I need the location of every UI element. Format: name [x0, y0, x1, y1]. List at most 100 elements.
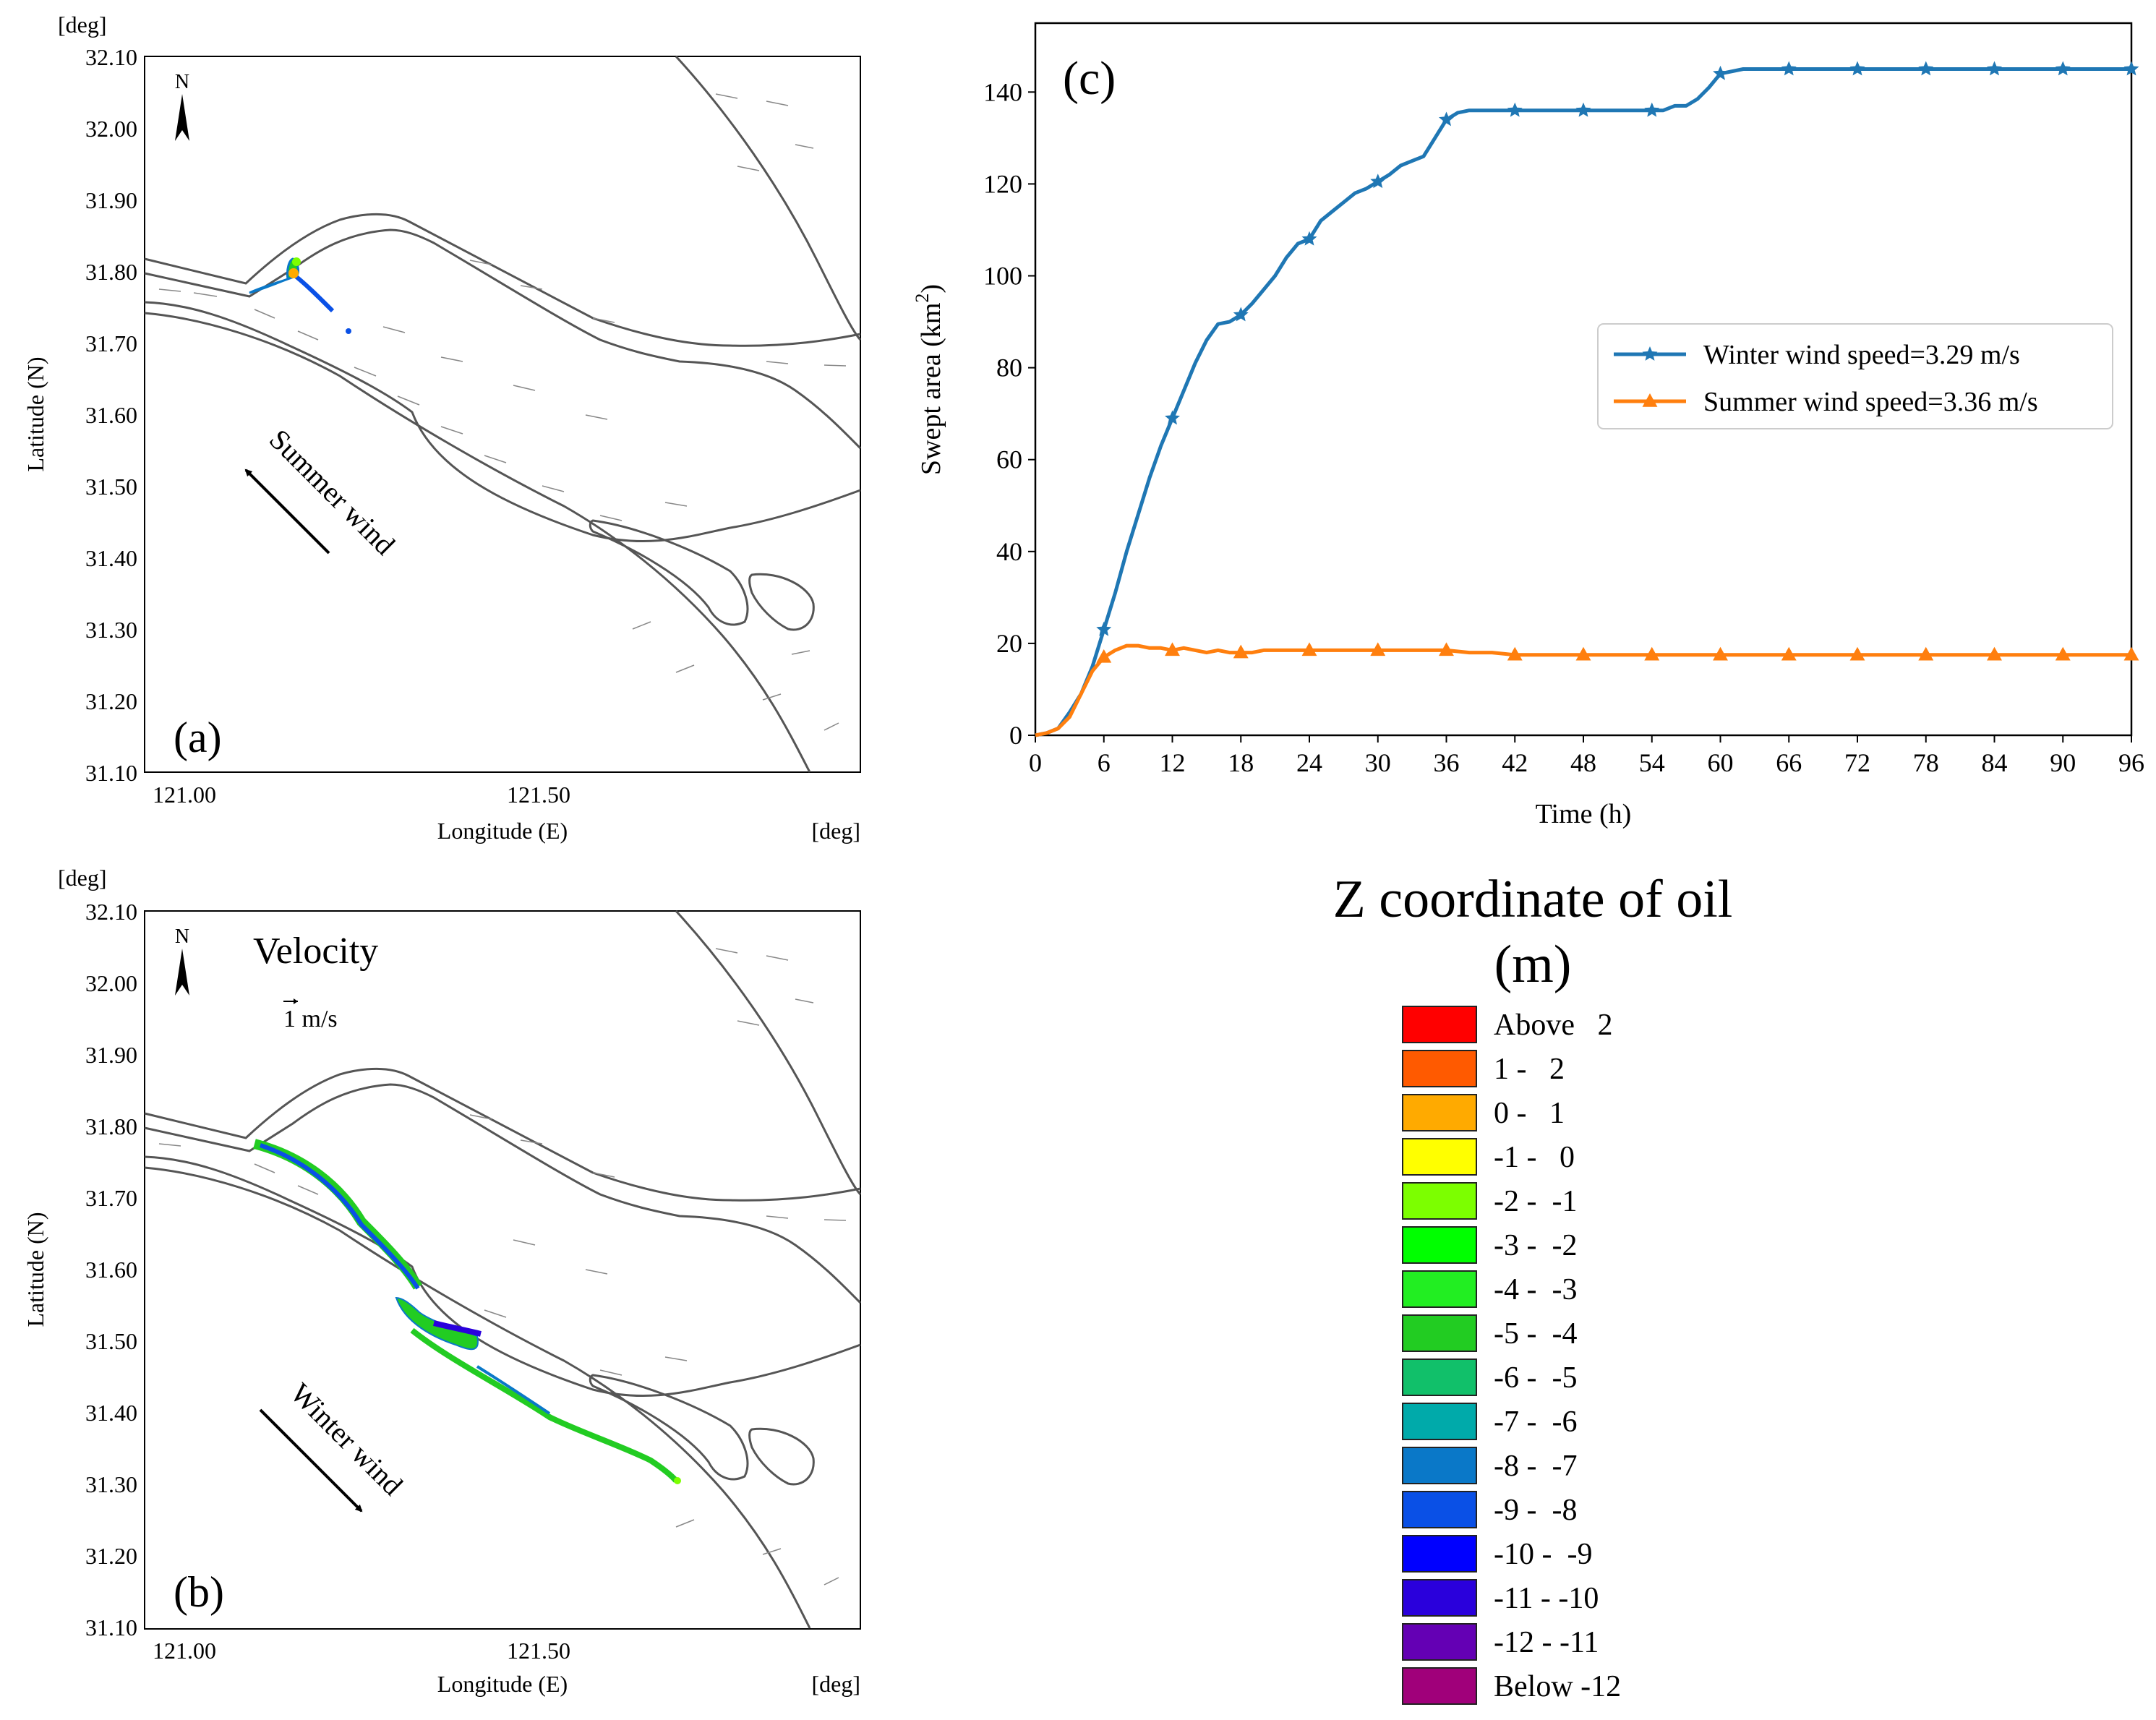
map-b-unit-top: [deg] — [58, 865, 107, 891]
series-marker-star — [1370, 174, 1386, 189]
series-marker-star — [1713, 65, 1728, 80]
series-marker-star — [1301, 231, 1317, 246]
map-b-ytick: 31.70 — [85, 1185, 137, 1211]
chart-ylabel-close: ) — [916, 284, 946, 294]
map-b-coastline — [144, 910, 862, 1629]
y-tick-label: 140 — [983, 77, 1022, 106]
oil-depth-colorbar: Z coordinate of oil (m) Above 2 1 - 2 0 - … — [1333, 870, 1733, 1705]
map-a-frame — [144, 56, 861, 773]
map-b-ytick: 31.40 — [85, 1400, 137, 1426]
map-a-ytick: 31.10 — [85, 760, 137, 786]
colorbar-label: -1 - 0 — [1494, 1141, 1575, 1174]
map-b-panel-label: (b) — [174, 1568, 224, 1616]
chart-ylabel: Swept area (km2) — [912, 284, 946, 475]
colorbar-swatch — [1402, 1403, 1477, 1440]
colorbar-swatch — [1402, 1050, 1477, 1087]
series-line-0 — [1035, 67, 2131, 737]
colorbar-swatch — [1402, 1623, 1477, 1661]
series-marker-star — [1644, 102, 1660, 117]
map-b-unit-bottom: [deg] — [811, 1671, 860, 1697]
map-b-wind-arrow — [259, 1408, 363, 1513]
north-arrow-icon: N — [175, 925, 189, 996]
map-b-velocity-scale: 1 m/s — [283, 1006, 338, 1032]
series-marker-triangle — [1507, 646, 1523, 661]
series-marker-triangle — [1713, 646, 1728, 661]
map-a-ytick: 31.90 — [85, 187, 137, 213]
map-b-ytick: 31.50 — [85, 1328, 137, 1354]
map-a-ylabel: Latitude (N) — [22, 356, 48, 471]
series-marker-star — [2123, 61, 2139, 76]
colorbar-label: -11 - -10 — [1494, 1582, 1599, 1615]
series-marker-triangle — [1165, 642, 1180, 656]
map-a-ytick: 31.20 — [85, 688, 137, 714]
map-b-frame — [144, 910, 861, 1630]
colorbar-label: -3 - -2 — [1494, 1229, 1577, 1262]
map-a-xlabel: Longitude (E) — [437, 818, 568, 844]
map-a-ytick: 31.70 — [85, 330, 137, 356]
series-marker-triangle — [2123, 646, 2139, 661]
map-panel-b: [deg] 32.10 32.00 31.90 31.80 31.70 31.6… — [22, 865, 862, 1697]
map-b-ytick: 32.10 — [85, 899, 137, 925]
chart-ylabel-sup: 2 — [912, 294, 933, 303]
x-tick-label: 66 — [1776, 748, 1802, 777]
colorbar-label: -10 - -9 — [1494, 1538, 1592, 1571]
x-tick-label: 54 — [1639, 748, 1665, 777]
series-marker-star — [1507, 102, 1523, 117]
series-marker-triangle — [1849, 646, 1865, 661]
chart-series — [1035, 61, 2139, 737]
series-marker-triangle — [1644, 646, 1660, 661]
map-a-coastline — [144, 55, 862, 773]
x-tick-label: 90 — [2050, 748, 2076, 777]
chart-axis-ticks: 0 6 12 18 24 30 36 42 48 54 60 66 72 78 84 90 96 0 20 40 60 8… — [983, 77, 2144, 777]
series-marker-triangle — [1987, 646, 2002, 661]
map-b-ylabel: Latitude (N) — [22, 1212, 48, 1327]
map-a-ytick: 32.10 — [85, 44, 137, 70]
map-a-panel-label: (a) — [174, 714, 222, 761]
y-tick-label: 60 — [996, 445, 1022, 474]
colorbar-label: -9 - -8 — [1494, 1494, 1577, 1527]
series-marker-star — [1096, 621, 1112, 636]
colorbar-label: -7 - -6 — [1494, 1405, 1577, 1439]
colorbar-swatch — [1402, 1182, 1477, 1220]
y-tick-label: 100 — [983, 262, 1022, 291]
map-b-ytick: 31.10 — [85, 1614, 137, 1640]
colorbar-swatch — [1402, 1314, 1477, 1352]
map-b-velocity-title: Velocity — [253, 930, 378, 972]
series-marker-star — [1987, 61, 2002, 76]
colorbar-label: -12 - -11 — [1494, 1626, 1599, 1659]
series-marker-triangle — [1439, 642, 1454, 656]
map-a-ytick: 31.80 — [85, 259, 137, 285]
colorbar-title: Z coordinate of oil — [1333, 870, 1733, 929]
swept-area-chart: 0 6 12 18 24 30 36 42 48 54 60 66 72 78 84 90 96 0 20 40 60 8… — [912, 22, 2144, 829]
map-b-ytick: 31.20 — [85, 1543, 137, 1569]
y-tick-label: 0 — [1009, 721, 1022, 750]
map-a-velocity-arrows — [158, 93, 847, 731]
colorbar-label: -4 - -3 — [1494, 1273, 1577, 1306]
chart-ylabel-main: Swept area (km — [916, 303, 946, 475]
colorbar-label: -5 - -4 — [1494, 1317, 1577, 1351]
x-tick-label: 0 — [1029, 748, 1042, 777]
map-b-yticks: 32.10 32.00 31.90 31.80 31.70 31.60 31.5… — [85, 899, 137, 1640]
y-tick-label: 20 — [996, 629, 1022, 658]
x-tick-label: 12 — [1160, 748, 1186, 777]
legend-swatch-triangle — [1642, 393, 1658, 407]
y-tick-label: 80 — [996, 354, 1022, 382]
map-a-yticks: 32.10 32.00 31.90 31.80 31.70 31.60 31.5… — [85, 44, 137, 786]
map-a-ytick: 32.00 — [85, 116, 137, 142]
map-b-oil-spill — [253, 1139, 681, 1484]
series-marker-star — [1233, 307, 1249, 322]
chart-legend: Winter wind speed=3.29 m/s Summer wind s… — [1597, 323, 2113, 429]
colorbar-swatch — [1402, 1138, 1477, 1176]
x-tick-label: 48 — [1570, 748, 1596, 777]
map-b-ytick: 31.90 — [85, 1042, 137, 1068]
series-marker-triangle — [1301, 642, 1317, 656]
colorbar-unit: (m) — [1494, 935, 1572, 994]
x-tick-label: 30 — [1365, 748, 1391, 777]
colorbar-label: 1 - 2 — [1494, 1053, 1565, 1086]
series-marker-star — [2055, 61, 2071, 76]
map-a-wind-arrow — [244, 468, 330, 555]
colorbar-swatch — [1402, 1006, 1477, 1043]
colorbar-swatch — [1402, 1667, 1477, 1705]
colorbar-swatch — [1402, 1579, 1477, 1617]
